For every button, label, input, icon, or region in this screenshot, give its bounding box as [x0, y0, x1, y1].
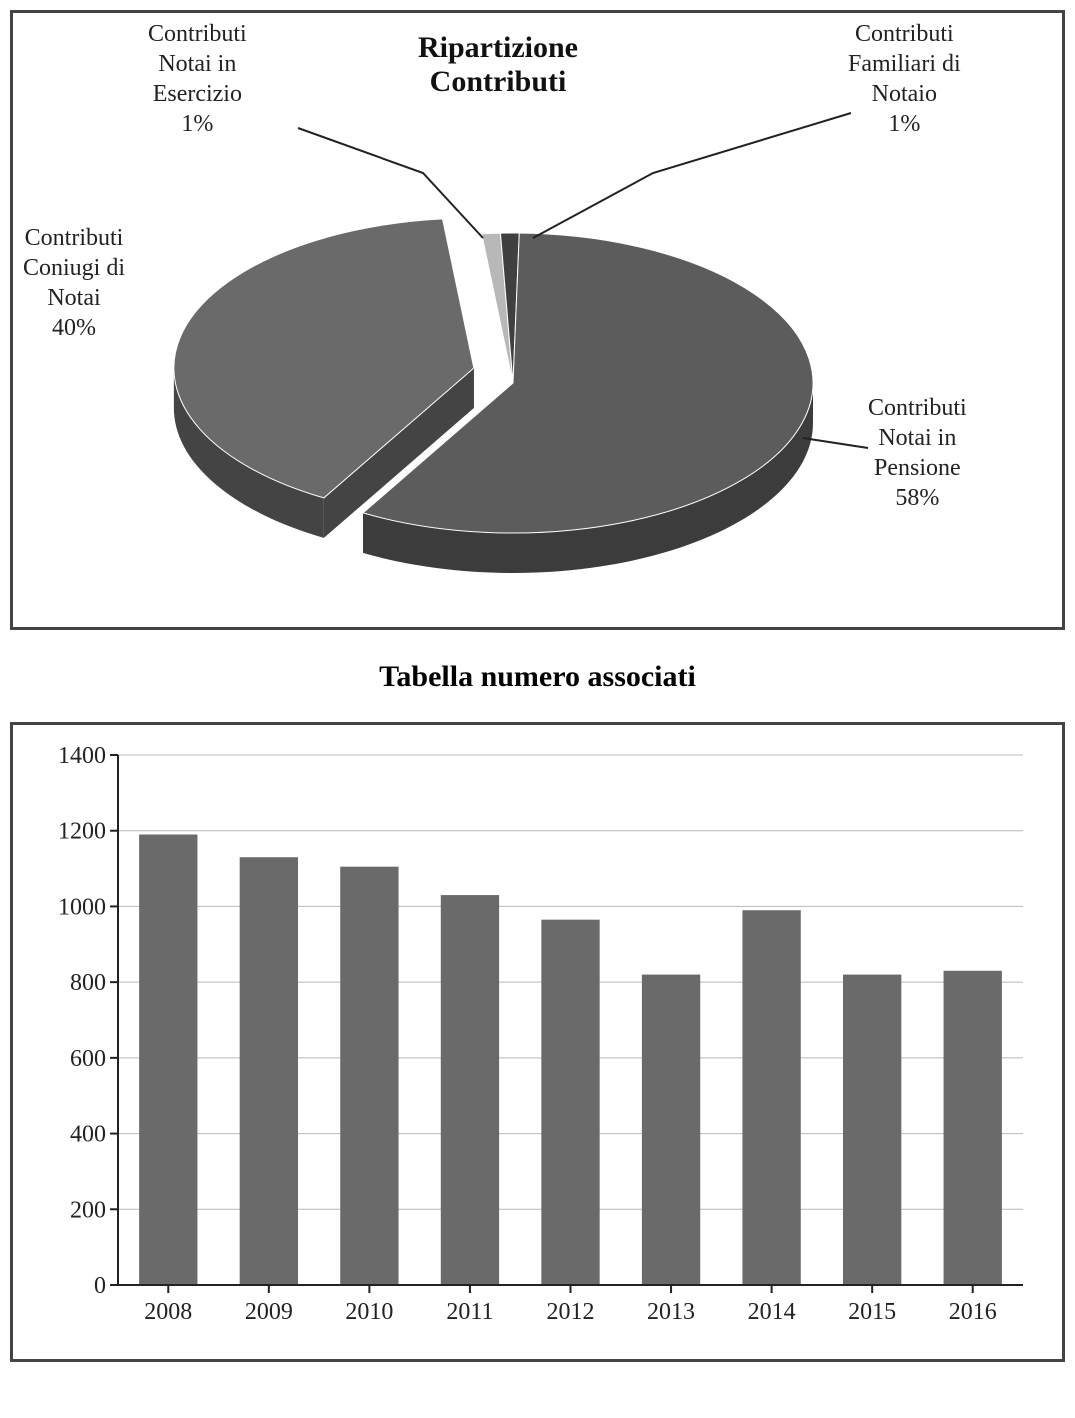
bar-2010	[340, 867, 398, 1285]
ytick-label: 1200	[58, 819, 106, 845]
bar-2009	[240, 857, 298, 1285]
xtick-label: 2014	[748, 1299, 796, 1325]
ytick-label: 800	[70, 970, 106, 996]
pie-label-esercizio: ContributiNotai inEsercizio1%	[148, 19, 247, 139]
ytick-label: 1000	[58, 894, 106, 920]
bar-2012	[541, 920, 599, 1285]
ytick-label: 400	[70, 1122, 106, 1148]
leader-esercizio	[298, 128, 483, 238]
bar-2016	[944, 971, 1002, 1285]
bar-2011	[441, 895, 499, 1285]
xtick-label: 2016	[949, 1299, 997, 1325]
pie-chart-frame: Ripartizione Contributi ContributiNotai …	[10, 10, 1065, 630]
xtick-label: 2009	[245, 1299, 293, 1325]
ytick-label: 200	[70, 1197, 106, 1223]
mid-heading: Tabella numero associati	[10, 660, 1065, 694]
xtick-label: 2015	[848, 1299, 896, 1325]
leader-familiari	[533, 113, 851, 238]
ytick-label: 1400	[58, 743, 106, 769]
xtick-label: 2012	[547, 1299, 595, 1325]
pie-chart-title: Ripartizione Contributi	[363, 31, 633, 99]
ytick-label: 600	[70, 1046, 106, 1072]
pie-title-line2: Contributi	[363, 65, 633, 99]
pie-label-pensione: ContributiNotai inPensione58%	[868, 393, 967, 513]
xtick-label: 2013	[647, 1299, 695, 1325]
pie-title-line1: Ripartizione	[363, 31, 633, 65]
ytick-label: 0	[94, 1273, 106, 1299]
bar-chart-svg: 0 200 400 600 800 1000 1200 1400 2008 2009 2010 20…	[13, 725, 1068, 1359]
xtick-label: 2010	[345, 1299, 393, 1325]
pie-label-coniugi: ContributiConiugi diNotai40%	[23, 223, 125, 343]
bar-chart-frame: 0 200 400 600 800 1000 1200 1400 2008 2009 2010 20…	[10, 722, 1065, 1362]
bar-2013	[642, 975, 700, 1285]
pie-label-familiari: ContributiFamiliari diNotaio1%	[848, 19, 961, 139]
bar-2014	[742, 910, 800, 1285]
xtick-label: 2011	[446, 1299, 493, 1325]
xtick-label: 2008	[144, 1299, 192, 1325]
bar-2008	[139, 835, 197, 1286]
bar-2015	[843, 975, 901, 1285]
leader-pensione	[803, 438, 868, 448]
